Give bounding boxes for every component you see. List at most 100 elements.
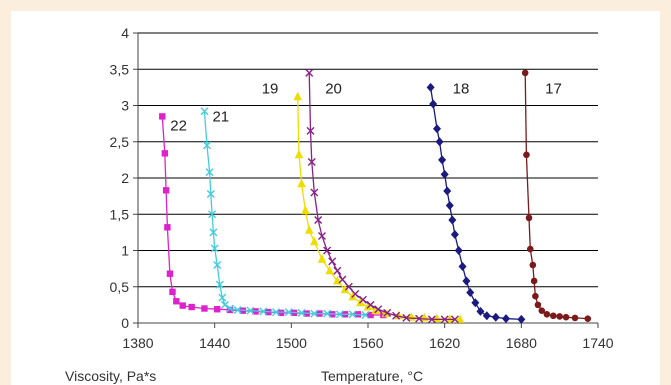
data-point-20 <box>306 126 315 135</box>
data-point-18 <box>435 137 444 147</box>
data-point-20 <box>392 311 401 320</box>
x-tick-label: 1620 <box>429 335 460 351</box>
data-point-20 <box>310 188 319 197</box>
data-point-21 <box>272 308 280 317</box>
data-point-20 <box>333 266 342 275</box>
data-point-21 <box>210 244 219 253</box>
series-21 <box>200 107 370 320</box>
data-point-17 <box>556 313 563 320</box>
data-point-17 <box>571 314 579 322</box>
data-point-20 <box>351 290 360 298</box>
data-point-19 <box>363 302 373 311</box>
data-point-20 <box>427 315 436 324</box>
data-point-20 <box>328 257 337 266</box>
data-point-18 <box>450 230 459 240</box>
data-point-17 <box>562 313 570 321</box>
viscosity-temperature-chart: 0 0,5 1 1,5 2 2,5 3 3,5 4 1380 1440 1500 1560 1620 16… <box>65 25 614 384</box>
series-line-20 <box>308 72 455 321</box>
data-point-22 <box>179 302 186 309</box>
data-point-21 <box>361 311 370 320</box>
y-tick-label: 2 <box>121 170 129 186</box>
x-tick-label: 1740 <box>582 335 613 351</box>
data-point-17 <box>549 312 557 320</box>
data-point-21 <box>233 305 242 314</box>
data-point-21 <box>246 306 255 315</box>
data-point-19 <box>297 178 306 188</box>
data-point-17 <box>521 69 529 77</box>
data-point-19 <box>317 254 327 263</box>
data-point-21 <box>218 293 227 302</box>
data-point-22 <box>214 306 221 313</box>
data-point-18 <box>471 298 480 308</box>
data-point-21 <box>259 307 268 316</box>
series-layer <box>159 68 592 324</box>
data-point-18 <box>462 276 471 286</box>
data-point-19 <box>294 149 304 159</box>
data-point-21 <box>206 189 215 198</box>
data-point-18 <box>476 306 485 316</box>
data-point-18 <box>454 246 463 255</box>
data-point-20 <box>305 68 314 77</box>
data-point-18 <box>482 311 491 321</box>
data-point-17 <box>538 307 546 314</box>
data-point-18 <box>502 314 510 324</box>
data-point-20 <box>383 308 392 317</box>
data-point-22 <box>161 150 169 157</box>
data-point-17 <box>543 311 551 318</box>
x-tick-label: 1500 <box>276 335 307 351</box>
data-point-18 <box>448 215 457 225</box>
x-tick-label: 1560 <box>352 335 383 351</box>
data-point-22 <box>169 288 176 296</box>
data-point-21 <box>284 308 293 317</box>
data-point-20 <box>440 315 449 324</box>
data-point-20 <box>318 232 326 240</box>
data-point-21 <box>209 228 218 237</box>
y-tick-label: 3 <box>121 98 129 114</box>
data-point-19 <box>371 305 380 315</box>
data-point-21 <box>348 310 357 319</box>
data-point-19 <box>310 236 319 246</box>
series-label-17: 17 <box>545 80 562 97</box>
data-point-22 <box>166 270 174 277</box>
y-tick-label: 0 <box>121 315 129 331</box>
data-point-22 <box>367 311 374 319</box>
series-label-22: 22 <box>170 117 187 134</box>
data-point-18 <box>433 124 441 134</box>
y-tick-label: 2,5 <box>110 134 130 150</box>
data-point-22 <box>164 224 171 231</box>
data-point-18 <box>491 312 500 322</box>
data-point-20 <box>450 315 459 324</box>
y-tick-label: 1 <box>121 243 129 259</box>
data-point-17 <box>530 277 538 285</box>
data-point-21 <box>310 309 319 318</box>
data-point-20 <box>402 313 411 322</box>
series-17 <box>521 69 592 322</box>
series-labels: 22 21 19 20 18 17 <box>170 80 562 134</box>
data-point-18 <box>426 82 435 92</box>
data-point-18 <box>445 201 454 211</box>
data-point-20 <box>314 216 323 225</box>
data-point-18 <box>443 186 452 196</box>
series-22 <box>159 113 387 319</box>
data-point-22 <box>159 113 166 120</box>
data-point-19 <box>455 314 465 323</box>
data-point-19 <box>301 205 310 215</box>
series-label-20: 20 <box>325 80 342 97</box>
data-point-21 <box>208 210 217 219</box>
y-tick-label: 0,5 <box>110 279 130 295</box>
x-tick-label: 1680 <box>506 335 537 351</box>
data-point-20 <box>358 295 367 304</box>
data-point-17 <box>532 292 539 300</box>
data-point-19 <box>325 265 334 275</box>
y-tick-labels: 0 0,5 1 1,5 2 2,5 3 3,5 4 <box>110 25 130 331</box>
series-20 <box>305 68 459 324</box>
data-point-20 <box>338 275 347 284</box>
y-tick-label: 4 <box>121 25 129 41</box>
series-18 <box>426 82 526 324</box>
chart-frame: 0 0,5 1 1,5 2 2,5 3 3,5 4 1380 1440 1500 1560 1620 16… <box>11 11 660 385</box>
x-tick-label: 1440 <box>199 335 230 351</box>
data-point-19 <box>445 314 455 323</box>
data-point-20 <box>307 158 316 167</box>
series-label-19: 19 <box>262 80 279 97</box>
y-axis-title: Viscosity, Pa*s <box>65 368 156 384</box>
